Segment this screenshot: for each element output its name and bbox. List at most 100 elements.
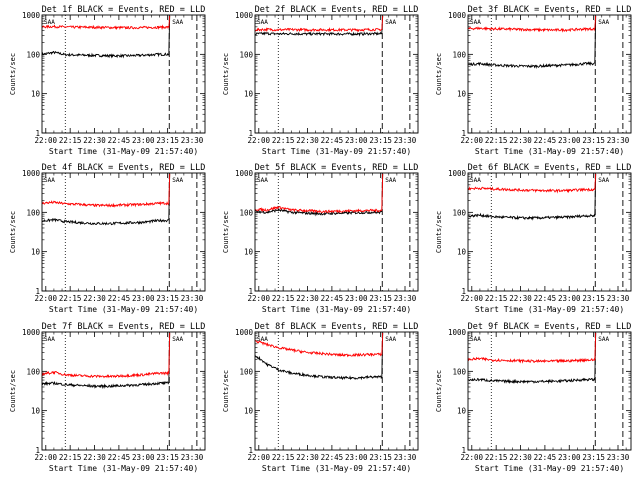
y-tick-label: 1000 (448, 169, 467, 178)
series-line-lld (254, 15, 384, 33)
series-line-events (254, 15, 384, 37)
saa-marker-label-start: SAA (257, 177, 268, 184)
saa-marker-label: SAA (598, 336, 609, 343)
panel-title: Det 1f BLACK = Events, RED = LLD (42, 5, 206, 15)
panel-det-5f: Det 5f BLACK = Events, RED = LLD Counts/s… (222, 163, 419, 314)
saa-marker-label: SAA (598, 177, 609, 184)
y-axis-label: Counts/sec (9, 53, 17, 95)
x-tick-label: 22:15 (272, 453, 295, 462)
saa-marker-label-start: SAA (257, 19, 268, 26)
series-line-events (467, 15, 597, 70)
series-line-lld (467, 332, 597, 364)
plot-frame (41, 331, 206, 451)
x-tick-label: 23:30 (181, 294, 204, 303)
x-tick-label: 22:00 (248, 453, 271, 462)
x-tick-label: 22:45 (108, 453, 131, 462)
y-tick-label: 1000 (22, 11, 41, 20)
series-line-lld (467, 15, 597, 33)
saa-marker-label: SAA (385, 177, 396, 184)
saa-marker-label: SAA (172, 177, 183, 184)
y-tick-label: 1000 (235, 11, 254, 20)
x-tick-label: 23:30 (181, 453, 204, 462)
x-axis-label: Start Time (31-May-09 21:57:40) (262, 305, 411, 314)
x-tick-label: 22:45 (108, 294, 131, 303)
x-tick-label: 23:30 (394, 453, 417, 462)
series-line-events (468, 173, 597, 221)
saa-marker-label-start: SAA (470, 177, 481, 184)
x-tick-label: 22:00 (461, 136, 484, 145)
x-tick-label: 22:30 (296, 453, 319, 462)
x-tick-label: 23:15 (582, 453, 605, 462)
y-tick-label: 1000 (22, 328, 41, 337)
y-tick-label: 10 (31, 90, 41, 99)
y-tick-label: 100 (239, 208, 253, 217)
y-tick-label: 100 (239, 50, 253, 59)
y-tick-label: 1 (35, 446, 40, 455)
x-tick-label: 22:30 (509, 294, 532, 303)
y-tick-label: 1000 (448, 328, 467, 337)
series-line-events (41, 15, 171, 59)
x-tick-label: 22:00 (35, 294, 58, 303)
saa-marker-label: SAA (172, 19, 183, 26)
x-tick-label: 22:15 (485, 453, 508, 462)
panel-det-4f: Det 4f BLACK = Events, RED = LLD Counts/s… (9, 163, 206, 314)
x-tick-label: 23:00 (558, 136, 581, 145)
y-axis-label: Counts/sec (222, 53, 230, 95)
x-axis-label: Start Time (31-May-09 21:57:40) (475, 305, 624, 314)
x-axis-label: Start Time (31-May-09 21:57:40) (262, 147, 411, 156)
x-tick-label: 23:15 (582, 294, 605, 303)
y-tick-label: 10 (457, 248, 467, 257)
panel-det-1f: Det 1f BLACK = Events, RED = LLD Counts/s… (9, 5, 206, 156)
y-tick-label: 1 (461, 287, 466, 296)
x-tick-label: 23:30 (607, 294, 630, 303)
y-tick-label: 1000 (235, 169, 254, 178)
panel-title: Det 5f BLACK = Events, RED = LLD (255, 163, 419, 173)
panel-title: Det 4f BLACK = Events, RED = LLD (42, 163, 206, 173)
x-tick-label: 23:15 (156, 294, 179, 303)
series-line-lld (41, 332, 171, 379)
panel-det-8f: Det 8f BLACK = Events, RED = LLD Counts/s… (222, 322, 419, 473)
y-tick-label: 10 (31, 248, 41, 257)
panel-title: Det 6f BLACK = Events, RED = LLD (468, 163, 632, 173)
x-tick-label: 23:00 (345, 453, 368, 462)
y-tick-label: 1000 (235, 328, 254, 337)
y-tick-label: 1000 (448, 11, 467, 20)
x-tick-label: 23:00 (132, 136, 155, 145)
x-axis-label: Start Time (31-May-09 21:57:40) (262, 464, 411, 473)
series-line-lld (467, 173, 597, 194)
y-tick-label: 10 (244, 407, 254, 416)
y-axis-label: Counts/sec (222, 370, 230, 412)
x-tick-label: 22:00 (461, 294, 484, 303)
x-tick-label: 23:15 (369, 136, 392, 145)
x-tick-label: 22:30 (296, 294, 319, 303)
y-axis-label: Counts/sec (435, 370, 443, 412)
y-axis-label: Counts/sec (435, 211, 443, 253)
saa-marker-label-start: SAA (44, 336, 55, 343)
x-tick-label: 22:00 (461, 453, 484, 462)
x-axis-label: Start Time (31-May-09 21:57:40) (49, 464, 198, 473)
panel-title: Det 3f BLACK = Events, RED = LLD (468, 5, 632, 15)
y-tick-label: 100 (452, 208, 466, 217)
x-tick-label: 22:00 (248, 136, 271, 145)
y-tick-label: 1 (461, 446, 466, 455)
saa-marker-label-start: SAA (44, 19, 55, 26)
plot-frame (467, 331, 632, 451)
panel-title: Det 2f BLACK = Events, RED = LLD (255, 5, 419, 15)
x-tick-label: 22:45 (534, 136, 557, 145)
series-line-lld (254, 173, 384, 214)
x-tick-label: 23:30 (607, 453, 630, 462)
x-tick-label: 22:15 (272, 136, 295, 145)
x-tick-label: 23:15 (156, 136, 179, 145)
panel-det-2f: Det 2f BLACK = Events, RED = LLD Counts/s… (222, 5, 419, 156)
saa-marker-label: SAA (385, 19, 396, 26)
series-line-events (254, 332, 384, 381)
x-tick-label: 23:30 (181, 136, 204, 145)
saa-marker-label: SAA (172, 336, 183, 343)
y-tick-label: 10 (457, 407, 467, 416)
x-tick-label: 22:45 (321, 453, 344, 462)
y-tick-label: 10 (457, 90, 467, 99)
x-tick-label: 23:15 (369, 453, 392, 462)
y-tick-label: 100 (452, 367, 466, 376)
x-tick-label: 22:15 (59, 136, 82, 145)
